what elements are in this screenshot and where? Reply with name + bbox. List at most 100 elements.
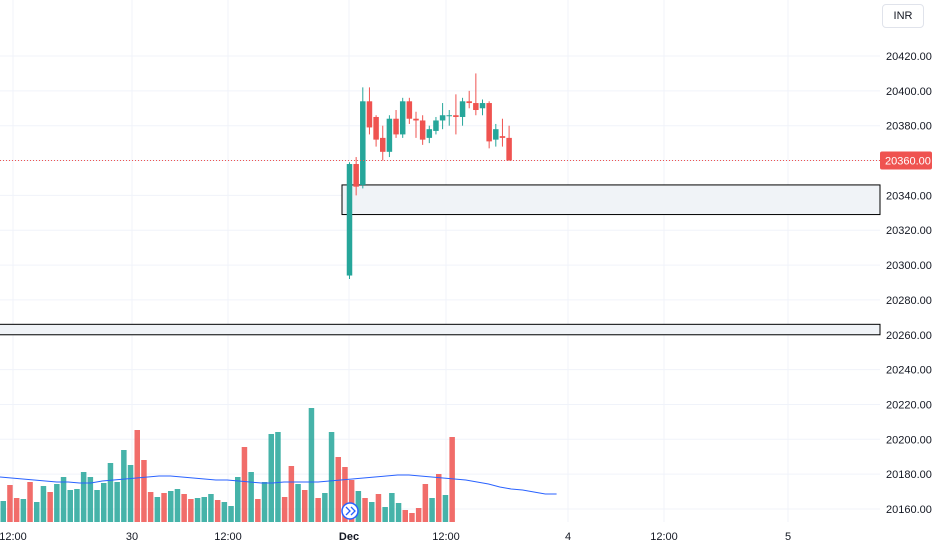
events[interactable]: [341, 502, 359, 520]
volume-bar: [161, 493, 167, 522]
event-marker-icon[interactable]: [341, 502, 359, 520]
candle-body: [413, 118, 419, 121]
volume-bar: [80, 472, 87, 522]
volume-bar: [201, 497, 207, 522]
volume-bar: [181, 494, 187, 522]
currency-label: INR: [893, 10, 913, 22]
candle: [466, 90, 472, 109]
volume-bar: [147, 492, 154, 522]
candle-body: [433, 120, 439, 131]
price-axis[interactable]: 20420.00 20400.00 20380.00 20340.00 20320.00…: [880, 51, 932, 516]
volume-bar: [362, 498, 368, 522]
candle: [439, 103, 446, 130]
volume-bar: [214, 500, 221, 522]
zones: [0, 184, 881, 336]
volume-bar: [355, 491, 362, 522]
candle-body: [406, 101, 413, 119]
volume-bar: [348, 480, 355, 522]
grid: [0, 0, 880, 522]
volume-bar: [415, 508, 422, 522]
volume-bar: [369, 502, 375, 522]
candle: [453, 94, 459, 135]
volume-bar: [94, 490, 100, 522]
volume-bar: [87, 477, 94, 522]
event-marker-chevrons: [345, 506, 356, 516]
volume-bar: [389, 493, 395, 522]
volume-bar: [13, 498, 20, 522]
volume-bar: [255, 499, 261, 522]
price-tick-label: 20320.00: [886, 225, 932, 237]
candle-body: [493, 129, 499, 140]
candle-body: [346, 164, 353, 276]
volume-bar: [208, 494, 214, 522]
candle-body: [466, 101, 472, 104]
zone-box: [0, 323, 881, 336]
volume-bar: [436, 474, 442, 522]
candle-body: [499, 136, 506, 138]
candle-body: [473, 103, 479, 111]
candle-body: [479, 103, 486, 109]
candle-body: [486, 103, 492, 142]
price-tick-label: 20160.00: [886, 504, 932, 516]
candle: [493, 123, 499, 147]
price-tick-label: 20380.00: [886, 121, 932, 133]
volume-bar: [114, 482, 120, 522]
candle: [506, 125, 512, 161]
candle-body: [419, 120, 426, 140]
volume-bar: [121, 450, 127, 522]
volume-bar: [409, 513, 415, 522]
currency-selector[interactable]: INR: [882, 4, 924, 28]
price-tick-label: 20240.00: [886, 365, 932, 377]
volume-bar: [281, 497, 288, 522]
volume-bar: [402, 510, 408, 522]
time-axis[interactable]: 12:00 30 12:00 Dec 12:00 4 12:00 5: [0, 531, 791, 543]
volume-bar: [248, 472, 254, 522]
time-tick-label: 4: [565, 531, 571, 543]
price-tick-label: 20340.00: [886, 190, 932, 202]
volume-bar: [67, 490, 73, 522]
candle: [473, 73, 479, 116]
candle-body: [506, 137, 512, 161]
candle-body: [380, 137, 386, 152]
candle-body: [453, 115, 459, 117]
volume-bar: [101, 483, 107, 522]
time-tick-label: 12:00: [0, 531, 27, 543]
volume-bar: [429, 498, 435, 522]
candle: [486, 101, 492, 149]
volume-bar: [141, 460, 147, 522]
volume-bar: [322, 493, 328, 522]
candle: [399, 97, 406, 138]
volume-bar: [60, 477, 67, 522]
candles: [346, 73, 512, 280]
volume-bar: [235, 477, 241, 522]
volume-bar: [27, 482, 33, 522]
zone-box: [341, 184, 881, 216]
candle: [446, 110, 452, 126]
volume-bar: [188, 499, 194, 522]
volume-bar: [174, 489, 181, 522]
volume-bar: [0, 501, 6, 522]
candle: [366, 87, 373, 135]
volume-bar: [154, 497, 161, 522]
candle-body: [360, 101, 366, 185]
volume-bar: [228, 506, 234, 522]
volume-bar: [302, 490, 308, 522]
volume-bar: [308, 408, 315, 522]
volume-bar: [40, 486, 47, 522]
volume-bar: [315, 498, 321, 522]
candle-body: [459, 101, 466, 117]
candle: [459, 97, 466, 126]
candle: [419, 115, 426, 145]
candle-body: [446, 115, 452, 117]
time-tick-label: 30: [126, 531, 138, 543]
volume-bar: [20, 499, 27, 522]
time-tick-label: 12:00: [432, 531, 460, 543]
candle: [386, 115, 393, 158]
volume-bar: [168, 491, 174, 522]
volume-bar: [395, 503, 402, 522]
candle: [433, 116, 439, 135]
volume-bar: [375, 494, 382, 522]
volume-ma: [0, 474, 557, 495]
